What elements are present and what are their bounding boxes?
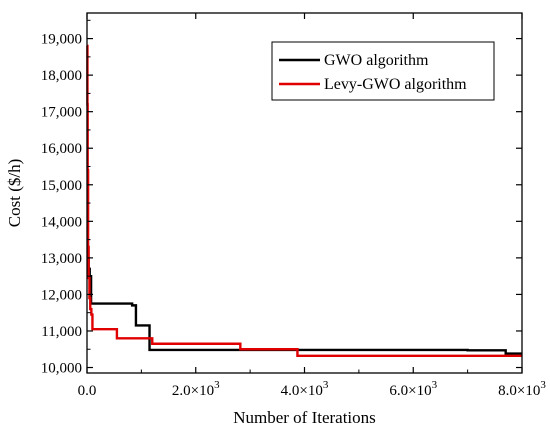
x-tick-label-base: 6.0×10 <box>389 383 431 399</box>
legend: GWO algorithm Levy-GWO algorithm <box>271 41 495 101</box>
y-tick-label: 13,000 <box>41 251 82 267</box>
x-tick-label: 6.0×103 <box>389 379 437 399</box>
y-tick-label: 16,000 <box>41 141 82 157</box>
y-tick-label: 17,000 <box>41 105 82 121</box>
y-tick-label: 10,000 <box>41 361 82 377</box>
series-line-1 <box>86 44 522 358</box>
x-tick-label-exponent: 3 <box>323 379 329 391</box>
series-layer <box>86 44 522 358</box>
y-tick-label: 11,000 <box>41 324 82 340</box>
x-axis-title: Number of Iterations <box>233 408 376 427</box>
x-tick-label: 4.0×103 <box>281 379 329 399</box>
x-tick-label: 2.0×103 <box>172 379 220 399</box>
ticks-layer <box>86 13 523 373</box>
x-tick-label-base: 8.0×10 <box>498 383 540 399</box>
tick-labels: 10,000 11,000 12,000 13,000 14,000 15,000 16,0… <box>41 32 547 399</box>
y-tick-label: 18,000 <box>41 68 82 84</box>
x-tick-label: 8.0×103 <box>498 379 546 399</box>
x-tick-label-exponent: 3 <box>432 379 438 391</box>
x-tick-label-base: 2.0×10 <box>172 383 214 399</box>
x-tick-label: 0.0 <box>78 383 97 399</box>
x-tick-label-exponent: 3 <box>540 379 546 391</box>
x-tick-label-base: 0.0 <box>78 383 97 399</box>
x-tick-label-exponent: 3 <box>214 379 220 391</box>
y-tick-label: 14,000 <box>41 214 82 230</box>
x-tick-label-base: 4.0×10 <box>281 383 323 399</box>
y-tick-label: 19,000 <box>41 32 82 48</box>
legend-box <box>271 41 495 101</box>
legend-label-gwo: GWO algorithm <box>324 52 429 69</box>
legend-label-levy-gwo: Levy-GWO algorithm <box>324 76 467 93</box>
y-tick-label: 12,000 <box>41 287 82 303</box>
y-axis-title: Cost ($/h) <box>5 159 24 227</box>
y-tick-label: 15,000 <box>41 178 82 194</box>
